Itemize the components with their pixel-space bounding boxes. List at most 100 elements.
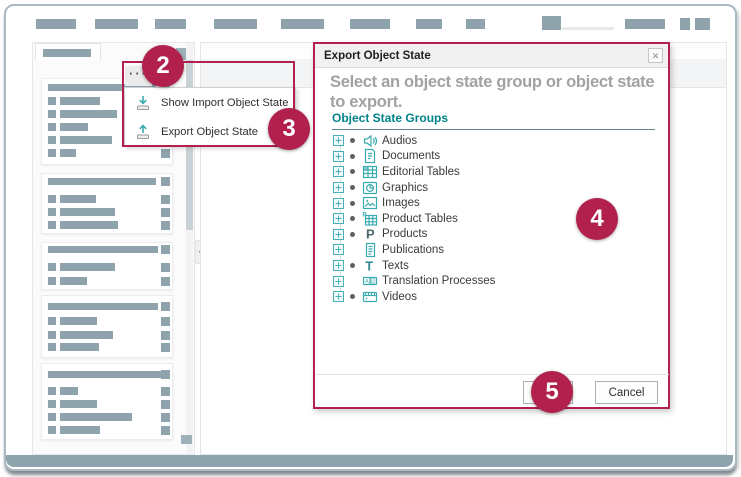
- topbar-placeholder: [625, 19, 665, 29]
- graphic-icon: [362, 180, 378, 196]
- card-row-bar: [60, 221, 118, 229]
- text-icon: T: [362, 258, 378, 274]
- bullet-slot: [350, 263, 356, 269]
- card-row-bar: [60, 413, 132, 421]
- card-row-square-right: [161, 208, 170, 217]
- bullet-slot: [350, 216, 356, 222]
- object-state-tree: Audios Documents Editorial Tables Graphics I…: [333, 133, 653, 305]
- annotation-badge-3: 3: [268, 108, 310, 150]
- card-row-square: [48, 195, 56, 203]
- expand-icon[interactable]: [333, 228, 344, 240]
- tree-row-documents[interactable]: Documents: [333, 149, 653, 165]
- close-icon[interactable]: ✕: [648, 48, 663, 63]
- state-bullet: [350, 200, 355, 206]
- card-row-bar: [60, 208, 115, 216]
- card-row-bar: [60, 317, 97, 325]
- tree-row-videos[interactable]: Videos: [333, 289, 653, 305]
- annotation-badge-4: 4: [576, 198, 618, 240]
- sidebar-scrollbar-button[interactable]: [181, 435, 192, 444]
- card-row-square-right: [161, 343, 170, 352]
- expand-icon[interactable]: [333, 197, 344, 209]
- card-row-square-right: [161, 331, 170, 340]
- sidebar-scrollbar-track[interactable]: [186, 43, 193, 454]
- tree-row-product-tables[interactable]: P Product Tables: [333, 211, 653, 227]
- tree-item-label: Translation Processes: [382, 275, 496, 288]
- tree-row-images[interactable]: Images: [333, 195, 653, 211]
- tree-row-graphics[interactable]: Graphics: [333, 180, 653, 196]
- card-row-bar: [60, 387, 78, 395]
- expand-icon[interactable]: [333, 182, 344, 194]
- expand-icon[interactable]: [333, 150, 344, 162]
- state-bullet: [350, 185, 355, 191]
- tree-item-label: Products: [382, 228, 428, 241]
- tree-item-label: Videos: [382, 290, 417, 303]
- card-row-square-right: [161, 317, 170, 326]
- card-row-bar: [60, 343, 99, 351]
- topbar-placeholder: [562, 27, 614, 30]
- state-bullet: [350, 169, 355, 175]
- svg-text:P: P: [366, 227, 375, 242]
- card-row-square: [48, 149, 56, 157]
- card-row-square-right: [161, 387, 170, 396]
- expand-icon[interactable]: [333, 135, 344, 147]
- card-title-square: [161, 370, 170, 379]
- topbar-placeholder: [350, 19, 390, 29]
- tree-row-translation-processes[interactable]: A B Translation Processes: [333, 273, 653, 289]
- topbar-placeholder: [214, 19, 257, 29]
- import-icon: [134, 94, 152, 112]
- menu-item-show-import-object-state[interactable]: Show Import Object State: [125, 88, 295, 117]
- tree-item-label: Texts: [382, 259, 409, 272]
- state-bullet: [350, 138, 355, 144]
- tree-header: Object State Groups: [332, 111, 449, 125]
- sidebar-tab[interactable]: [35, 43, 101, 60]
- card-row-square: [48, 97, 56, 105]
- tree-item-label: Audios: [382, 134, 418, 147]
- card-row-square: [48, 208, 56, 216]
- expand-icon[interactable]: [333, 291, 344, 303]
- tree-row-products[interactable]: P Products: [333, 227, 653, 243]
- expand-icon[interactable]: [333, 244, 344, 256]
- bullet-slot: [350, 185, 356, 191]
- expand-icon[interactable]: [333, 260, 344, 272]
- card-row-square-right: [161, 413, 170, 422]
- svg-text:B: B: [372, 279, 376, 285]
- cancel-button[interactable]: Cancel: [595, 381, 658, 404]
- context-menu: Show Import Object State Export Object St…: [124, 87, 296, 147]
- annotation-badge-2: 2: [142, 45, 184, 87]
- card-title-square: [161, 177, 170, 186]
- expand-icon[interactable]: [333, 275, 344, 287]
- menu-item-label: Show Import Object State: [161, 96, 289, 109]
- export-icon: [134, 123, 152, 141]
- tree-row-texts[interactable]: T Texts: [333, 258, 653, 274]
- card-row-square: [48, 317, 56, 325]
- state-bullet: [350, 263, 355, 269]
- bullet-slot: [350, 231, 356, 237]
- product-icon: P: [362, 226, 378, 242]
- tree-row-editorial-tables[interactable]: Editorial Tables: [333, 164, 653, 180]
- tree-row-publications[interactable]: Publications: [333, 242, 653, 258]
- topbar-placeholder: [36, 19, 76, 29]
- state-bullet: [350, 231, 355, 237]
- menu-item-export-object-state[interactable]: Export Object State: [125, 117, 295, 146]
- card-row-bar: [60, 97, 100, 105]
- expand-icon[interactable]: [333, 166, 344, 178]
- expand-icon[interactable]: [333, 213, 344, 225]
- card-row-square-right: [161, 263, 170, 272]
- tree-row-audios[interactable]: Audios: [333, 133, 653, 149]
- window-status-bar: [6, 455, 733, 467]
- card-title-placeholder: [48, 84, 156, 91]
- card-row-square-right: [161, 426, 170, 435]
- topbar-placeholder: [466, 19, 485, 29]
- bullet-slot: [350, 153, 356, 159]
- state-bullet: [350, 153, 355, 159]
- tree-item-label: Editorial Tables: [382, 165, 460, 178]
- card-row-square: [48, 110, 56, 118]
- topbar-placeholder: [680, 18, 690, 30]
- card-title-square: [161, 245, 170, 254]
- card-row-bar: [60, 277, 87, 285]
- annotation-badge-5: 5: [531, 371, 573, 413]
- bullet-slot: [350, 200, 356, 206]
- card-row-square: [48, 413, 56, 421]
- card-row-square-right: [161, 221, 170, 230]
